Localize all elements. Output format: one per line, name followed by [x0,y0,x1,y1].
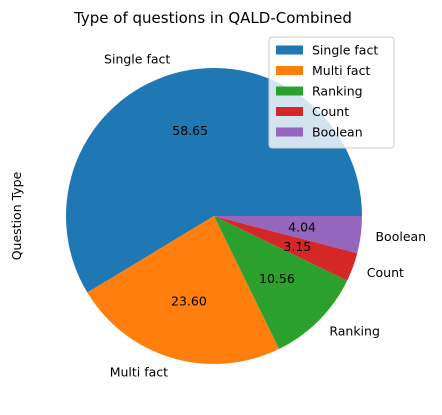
legend-box [268,36,395,149]
legend-swatch-multi-fact [276,66,303,75]
pie-slice-label-ranking: Ranking [329,323,380,338]
chart-title: Type of questions in QALD-Combined [73,9,352,27]
legend-label-ranking: Ranking [312,84,363,99]
pie-slice-label-multi-fact: Multi fact [110,365,168,380]
legend-label-count: Count [312,104,349,119]
pie-value-label-ranking: 10.56 [259,271,295,286]
pie-value-label-count: 3.15 [283,239,311,254]
legend-swatch-single-fact [276,45,303,55]
legend-swatch-count [276,107,303,116]
pie-slice-labels: Single fact Multi fact Ranking Count Boolean [104,52,426,380]
legend-label-single-fact: Single fact [312,43,378,58]
pie-slice-ranking [214,216,348,349]
pie-slice-multi-fact [87,216,280,365]
legend-label-multi-fact: Multi fact [312,63,370,78]
pie-slice-count [214,216,358,281]
pie-slice-boolean [214,216,362,254]
pie-value-labels: 58.65 23.60 10.56 3.15 4.04 [171,123,316,309]
pie-value-label-single-fact: 58.65 [172,123,208,138]
legend-swatch-ranking [276,86,303,96]
pie-value-label-boolean: 4.04 [288,220,316,235]
pie-value-label-multi-fact: 23.60 [171,294,207,309]
pie-slice-label-count: Count [367,265,404,280]
legend-swatch-boolean [276,127,303,137]
legend-label-boolean: Boolean [312,125,363,140]
pie-slice-label-single-fact: Single fact [104,52,170,67]
pie-slice-label-boolean: Boolean [375,229,426,244]
legend: Single fact Multi fact Ranking Count Boolean [268,36,395,149]
y-axis-label: Question Type [9,171,24,260]
